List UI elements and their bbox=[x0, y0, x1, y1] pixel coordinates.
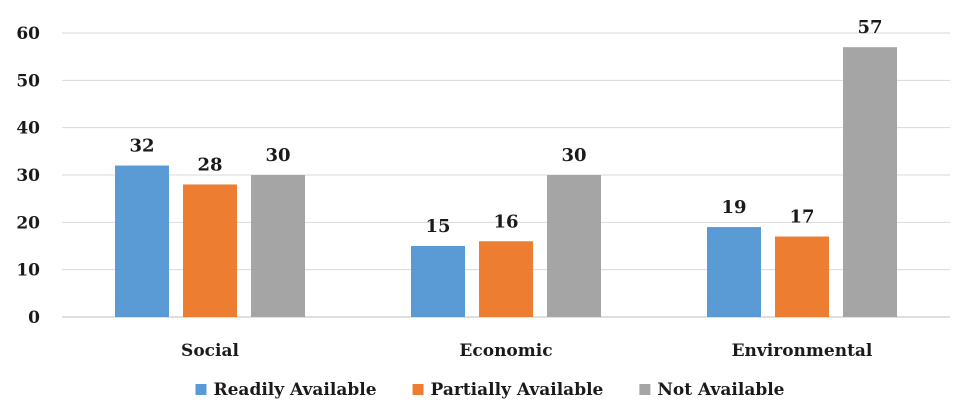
y-tick-label: 50 bbox=[16, 71, 40, 91]
legend-swatch bbox=[639, 384, 651, 395]
data-label: 16 bbox=[493, 211, 518, 232]
legend-item-readily-available: Readily Available bbox=[195, 380, 377, 400]
legend-swatch bbox=[195, 384, 207, 395]
data-label: 15 bbox=[425, 216, 450, 237]
data-label: 30 bbox=[265, 145, 290, 166]
legend-item-not-available: Not Available bbox=[639, 380, 785, 400]
bar-economic-not-available bbox=[547, 175, 601, 317]
y-tick-label: 40 bbox=[16, 119, 40, 139]
category-label-economic: Economic bbox=[459, 341, 552, 361]
bars bbox=[115, 47, 897, 317]
bar-social-partially-available bbox=[183, 184, 237, 317]
legend-item-partially-available: Partially Available bbox=[412, 380, 604, 400]
data-label: 57 bbox=[857, 17, 882, 38]
data-label: 28 bbox=[197, 154, 222, 175]
y-tick-label: 20 bbox=[16, 213, 40, 233]
y-tick-label: 0 bbox=[28, 308, 40, 328]
legend-label: Not Available bbox=[657, 380, 784, 400]
y-axis-ticks: 0 10 20 30 40 50 60 bbox=[16, 24, 40, 328]
x-axis-categories: Social Economic Environmental bbox=[181, 341, 873, 361]
y-tick-label: 60 bbox=[16, 24, 40, 44]
category-label-social: Social bbox=[181, 341, 239, 361]
bar-social-not-available bbox=[251, 175, 305, 317]
y-tick-label: 10 bbox=[16, 261, 40, 281]
y-tick-label: 30 bbox=[16, 166, 40, 186]
legend: Readily Available Partially Available Not … bbox=[195, 380, 785, 400]
data-label: 19 bbox=[721, 197, 746, 218]
bar-social-readily-available bbox=[115, 165, 169, 317]
category-label-environmental: Environmental bbox=[732, 341, 873, 361]
legend-label: Partially Available bbox=[431, 380, 604, 400]
bar-economic-partially-available bbox=[479, 241, 533, 317]
bar-economic-readily-available bbox=[411, 246, 465, 317]
legend-label: Readily Available bbox=[213, 380, 376, 400]
data-label: 30 bbox=[561, 145, 586, 166]
data-label: 32 bbox=[129, 136, 154, 157]
bar-environmental-partially-available bbox=[775, 236, 829, 317]
data-labels: 32 28 30 15 16 30 19 17 57 bbox=[129, 17, 882, 237]
legend-swatch bbox=[412, 384, 424, 395]
bar-environmental-readily-available bbox=[707, 227, 761, 317]
data-label: 17 bbox=[789, 207, 814, 228]
bar-environmental-not-available bbox=[843, 47, 897, 317]
